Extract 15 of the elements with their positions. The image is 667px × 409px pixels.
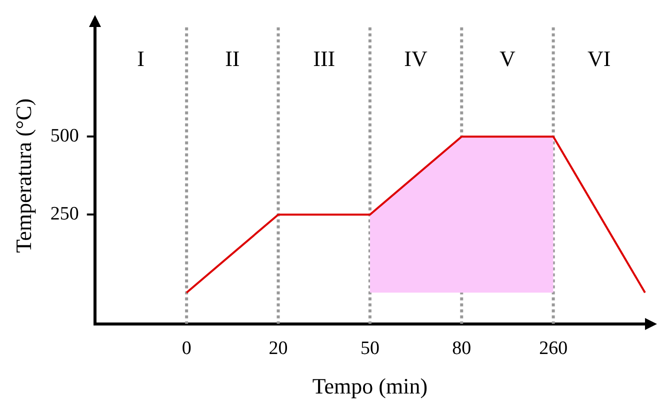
annotation: II [225,46,240,72]
annotation: V [500,46,516,72]
annotation: I [137,46,144,72]
x-tick-label: 0 [182,338,192,360]
y-axis-title: Temperatura (°C) [10,98,36,253]
x-axis-title: Tempo (min) [312,374,428,399]
y-tick-label: 500 [50,126,79,147]
annotation: IV [404,46,428,72]
annotation: III [313,46,336,72]
x-tick-label: 260 [539,338,568,360]
annotation: VI [588,46,611,72]
x-tick-label: 20 [268,338,288,360]
x-tick-label: 80 [452,338,472,360]
y-tick-label: 250 [50,204,79,225]
x-tick-label: 50 [360,338,380,360]
